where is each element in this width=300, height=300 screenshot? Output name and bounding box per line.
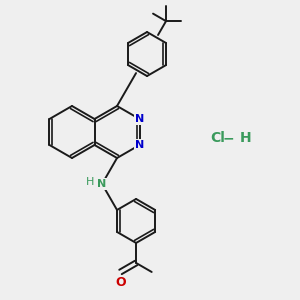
Text: H: H	[86, 177, 94, 187]
Text: Cl: Cl	[210, 131, 225, 145]
Text: O: O	[115, 276, 126, 289]
Text: N: N	[98, 179, 107, 189]
Text: N: N	[135, 114, 144, 124]
Text: N: N	[135, 140, 144, 150]
Text: −: −	[222, 131, 234, 145]
Text: H: H	[240, 131, 252, 145]
